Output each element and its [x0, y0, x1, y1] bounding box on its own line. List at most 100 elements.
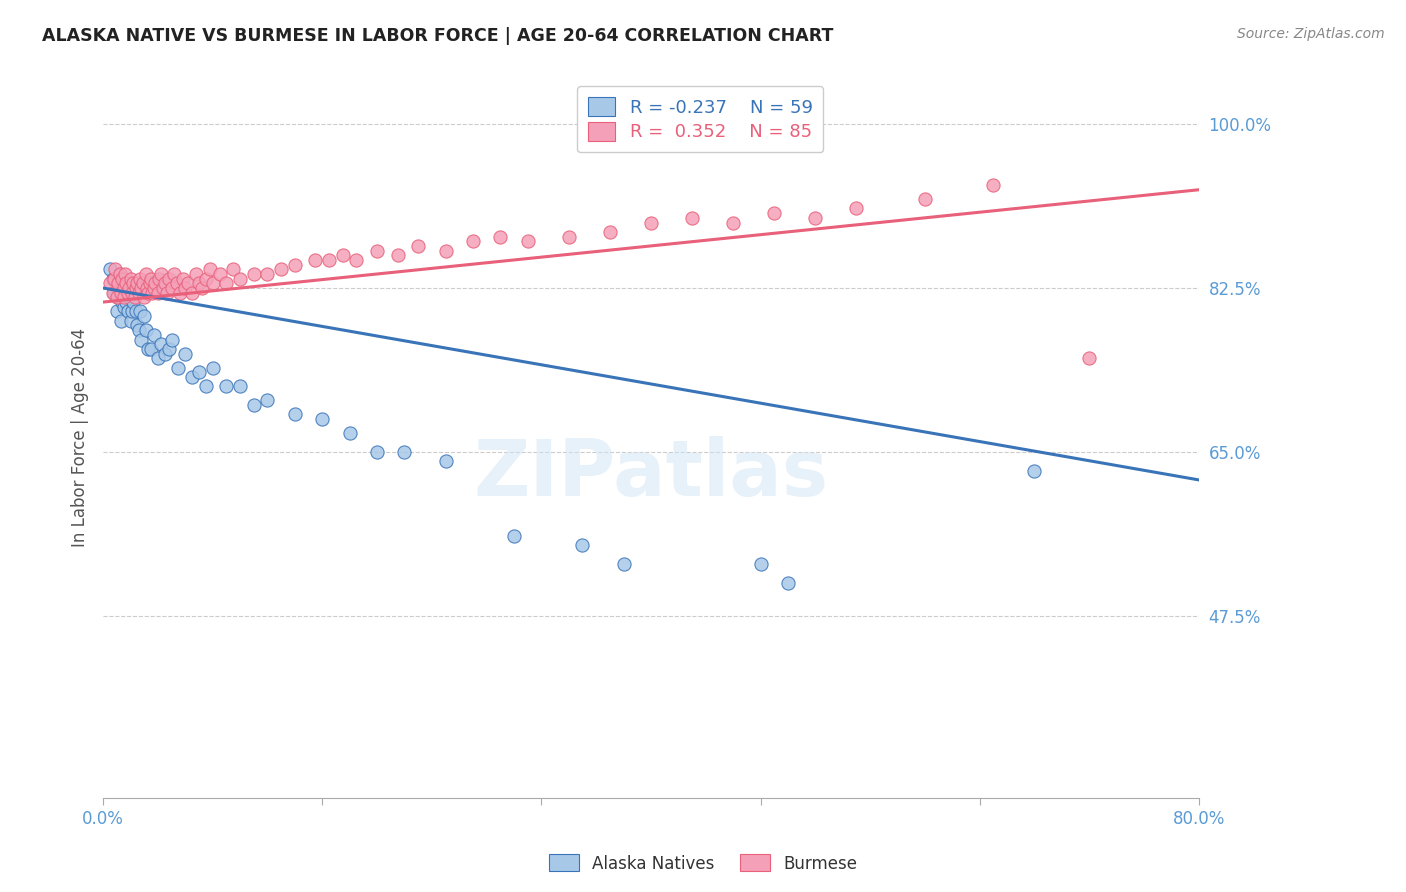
Point	[284, 258, 307, 272]
Point	[125, 304, 148, 318]
Text: Source: ZipAtlas.com: Source: ZipAtlas.com	[1237, 27, 1385, 41]
Point	[167, 360, 190, 375]
Point	[242, 267, 264, 281]
Point	[139, 271, 162, 285]
Point	[640, 215, 662, 229]
Point	[141, 285, 163, 300]
Point	[681, 211, 703, 225]
Point	[406, 239, 429, 253]
Point	[256, 393, 278, 408]
Point	[749, 557, 772, 571]
Point	[311, 412, 333, 426]
Point	[174, 281, 197, 295]
Point	[108, 267, 131, 281]
Point	[612, 557, 634, 571]
Point	[105, 304, 128, 318]
Point	[134, 309, 156, 323]
Point	[136, 342, 159, 356]
Point	[229, 379, 252, 393]
Point	[845, 202, 868, 216]
Point	[461, 234, 484, 248]
Point	[169, 285, 191, 300]
Point	[120, 277, 142, 291]
Point	[98, 262, 121, 277]
Point	[101, 271, 124, 285]
Point	[103, 271, 125, 285]
Point	[721, 215, 744, 229]
Text: ALASKA NATIVE VS BURMESE IN LABOR FORCE | AGE 20-64 CORRELATION CHART: ALASKA NATIVE VS BURMESE IN LABOR FORCE …	[42, 27, 834, 45]
Point	[503, 529, 526, 543]
Point	[131, 281, 153, 295]
Point	[149, 267, 172, 281]
Point	[129, 271, 152, 285]
Point	[914, 192, 936, 206]
Point	[105, 290, 128, 304]
Point	[128, 323, 150, 337]
Point	[115, 295, 138, 310]
Point	[152, 281, 174, 295]
Point	[122, 295, 145, 310]
Point	[332, 248, 354, 262]
Point	[242, 398, 264, 412]
Point	[98, 277, 121, 291]
Legend: Alaska Natives, Burmese: Alaska Natives, Burmese	[543, 847, 863, 880]
Point	[120, 314, 142, 328]
Point	[194, 379, 217, 393]
Point	[181, 370, 204, 384]
Point	[571, 538, 593, 552]
Point	[143, 277, 166, 291]
Point	[135, 323, 157, 337]
Point	[107, 277, 129, 291]
Point	[108, 267, 131, 281]
Point	[229, 271, 252, 285]
Point	[215, 379, 238, 393]
Text: ZIPatlas: ZIPatlas	[474, 436, 828, 512]
Point	[284, 408, 307, 422]
Point	[111, 295, 134, 310]
Point	[148, 271, 170, 285]
Point	[186, 267, 208, 281]
Point	[117, 285, 139, 300]
Point	[111, 271, 134, 285]
Point	[208, 267, 231, 281]
Point	[188, 277, 211, 291]
Point	[110, 314, 132, 328]
Point	[142, 327, 165, 342]
Point	[489, 229, 512, 244]
Point	[131, 333, 153, 347]
Point	[160, 333, 183, 347]
Point	[366, 244, 388, 258]
Point	[114, 281, 136, 295]
Y-axis label: In Labor Force | Age 20-64: In Labor Force | Age 20-64	[72, 328, 89, 548]
Point	[394, 445, 416, 459]
Point	[304, 252, 326, 267]
Point	[222, 262, 245, 277]
Point	[112, 271, 135, 285]
Point	[135, 267, 157, 281]
Point	[558, 229, 581, 244]
Point	[149, 337, 172, 351]
Point	[201, 277, 224, 291]
Point	[387, 248, 409, 262]
Point	[156, 285, 179, 300]
Point	[136, 285, 159, 300]
Point	[434, 244, 457, 258]
Point	[121, 285, 143, 300]
Point	[118, 281, 141, 295]
Point	[804, 211, 827, 225]
Point	[103, 285, 125, 300]
Point	[138, 277, 160, 291]
Point	[121, 304, 143, 318]
Point	[142, 281, 165, 295]
Point	[366, 445, 388, 459]
Point	[256, 267, 278, 281]
Point	[198, 262, 221, 277]
Point	[172, 271, 194, 285]
Point	[434, 454, 457, 468]
Point	[124, 285, 146, 300]
Point	[112, 300, 135, 314]
Point	[270, 262, 292, 277]
Point	[346, 252, 368, 267]
Point	[153, 346, 176, 360]
Point	[163, 267, 186, 281]
